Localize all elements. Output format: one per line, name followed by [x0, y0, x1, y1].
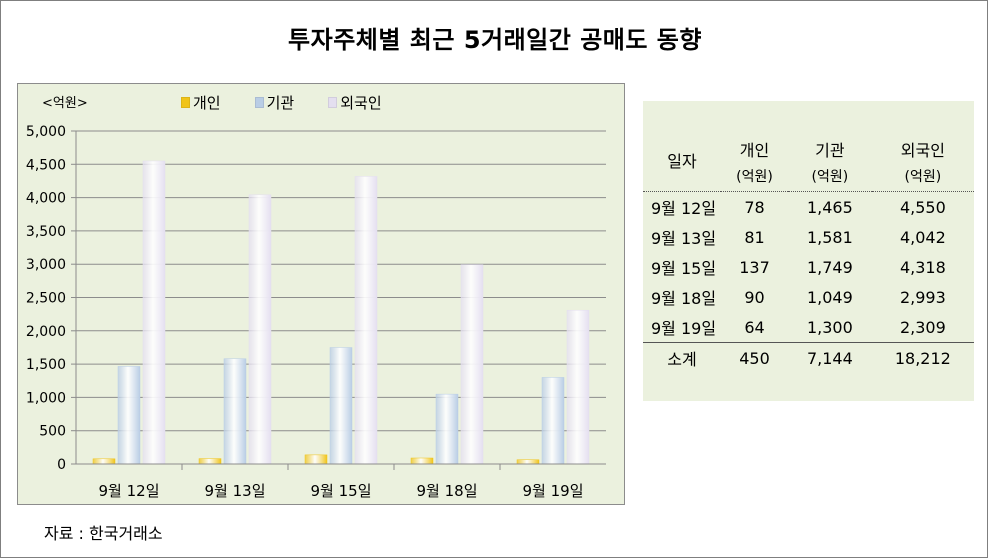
- y-tick-label: 4,000: [26, 191, 66, 207]
- table-header-row: 일자 개인 기관 외국인: [643, 129, 974, 171]
- legend-swatch-individual: [181, 97, 190, 108]
- bar-foreign: [248, 194, 272, 465]
- total-institution: 7,144: [806, 348, 853, 368]
- chart-svg: 0 500 1,000 1,500 2,000 2,500 3,000 3,500 4,000 4…: [26, 124, 606, 500]
- x-tick-label: 9월 18일: [417, 482, 478, 500]
- bar-institution: [223, 358, 247, 465]
- table-row: 9월 13일 81 1,581 4,042: [643, 222, 974, 252]
- cell-individual: 90: [744, 287, 765, 307]
- cell-foreign: 4,550: [899, 197, 946, 217]
- bar-institution: [329, 347, 353, 465]
- cell-foreign: 4,318: [899, 257, 946, 277]
- cell-institution: 1,749: [806, 257, 853, 277]
- unit-label: <억원>: [42, 96, 88, 111]
- bar-institution: [435, 393, 459, 465]
- cell-institution: 1,049: [806, 287, 853, 307]
- table-total-row: 소계 450 7,144 18,212: [643, 342, 974, 374]
- x-tick-label: 9월 19일: [523, 482, 584, 500]
- summary-table: 일자 개인 기관 외국인 (억원) (억원) (억원) 9월 12일 78 1,…: [643, 129, 974, 373]
- table-row: 9월 15일 137 1,749 4,318: [643, 252, 974, 282]
- legend-label-individual: 개인: [193, 94, 221, 112]
- y-tick-label: 2,000: [26, 324, 66, 340]
- x-tick-label: 9월 12일: [99, 482, 160, 500]
- bar-individual: [198, 458, 222, 465]
- legend-swatch-foreign: [328, 97, 338, 108]
- y-tick-label: 2,500: [26, 291, 66, 307]
- header-foreign: 외국인: [900, 141, 945, 160]
- source-note: 자료 : 한국거래소: [44, 524, 163, 543]
- cell-date: 9월 18일: [651, 289, 717, 308]
- bar-individual: [92, 458, 116, 465]
- legend-item-institution: 기관: [254, 92, 295, 113]
- bar-institution: [117, 366, 141, 465]
- bar-foreign: [566, 309, 590, 465]
- cell-institution: 1,465: [806, 197, 853, 217]
- bar-individual: [410, 457, 434, 465]
- y-tick-label: 0: [57, 457, 66, 473]
- bar-individual: [516, 459, 540, 465]
- cell-foreign: 2,993: [899, 287, 946, 307]
- cell-foreign: 2,309: [899, 317, 946, 337]
- cell-institution: 1,581: [806, 227, 853, 247]
- unit-individual: (억원): [736, 169, 773, 185]
- x-tick-label: 9월 13일: [205, 482, 266, 500]
- table-row: 9월 18일 90 1,049 2,993: [643, 282, 974, 312]
- table-row: 9월 19일 64 1,300 2,309: [643, 312, 974, 343]
- legend-item-foreign: 외국인: [328, 92, 382, 113]
- table-row: 9월 12일 78 1,465 4,550: [643, 192, 974, 223]
- y-tick-label: 3,500: [26, 224, 66, 240]
- cell-individual: 64: [744, 317, 765, 337]
- cell-date: 9월 15일: [651, 259, 717, 278]
- bar-foreign: [142, 160, 166, 465]
- header-institution: 기관: [815, 141, 845, 160]
- bar-chart: 0 500 1,000 1,500 2,000 2,500 3,000 3,500 4,000 4…: [17, 83, 625, 505]
- cell-individual: 78: [744, 197, 765, 217]
- y-tick-label: 4,500: [26, 157, 66, 173]
- cell-foreign: 4,042: [899, 227, 946, 247]
- header-individual: 개인: [739, 141, 770, 160]
- bar-institution: [541, 377, 565, 465]
- legend-label-institution: 기관: [266, 94, 295, 112]
- unit-institution: (억원): [811, 169, 849, 185]
- total-label: 소계: [667, 350, 697, 369]
- header-date: 일자: [667, 152, 697, 171]
- bar-foreign: [460, 264, 484, 465]
- total-individual: 450: [739, 348, 770, 368]
- legend-swatch-institution: [254, 97, 264, 108]
- table-unit-row: (억원) (억원) (억원): [643, 161, 974, 192]
- cell-date: 9월 19일: [651, 319, 717, 338]
- y-tick-label: 1,500: [26, 357, 66, 373]
- bar-individual: [304, 454, 328, 465]
- x-tick-label: 9월 15일: [311, 482, 372, 500]
- legend-item-individual: 개인: [181, 92, 221, 113]
- cell-date: 9월 13일: [651, 229, 717, 248]
- summary-table-panel: 일자 개인 기관 외국인 (억원) (억원) (억원) 9월 12일 78 1,…: [643, 101, 974, 401]
- y-tick-label: 5,000: [26, 124, 66, 140]
- y-tick-label: 500: [39, 424, 66, 440]
- y-tick-label: 3,000: [26, 257, 66, 273]
- unit-foreign: (억원): [904, 169, 942, 185]
- bar-foreign: [354, 176, 378, 465]
- cell-individual: 137: [739, 257, 770, 277]
- legend-label-foreign: 외국인: [340, 94, 382, 112]
- page-title: 투자주체별 최근 5거래일간 공매도 동향: [288, 26, 702, 54]
- y-tick-label: 1,000: [26, 390, 66, 406]
- cell-individual: 81: [744, 227, 765, 247]
- cell-date: 9월 12일: [651, 199, 717, 218]
- total-foreign: 18,212: [894, 348, 951, 368]
- cell-institution: 1,300: [806, 317, 853, 337]
- chart-legend: 개인 기관 외국인: [181, 92, 382, 113]
